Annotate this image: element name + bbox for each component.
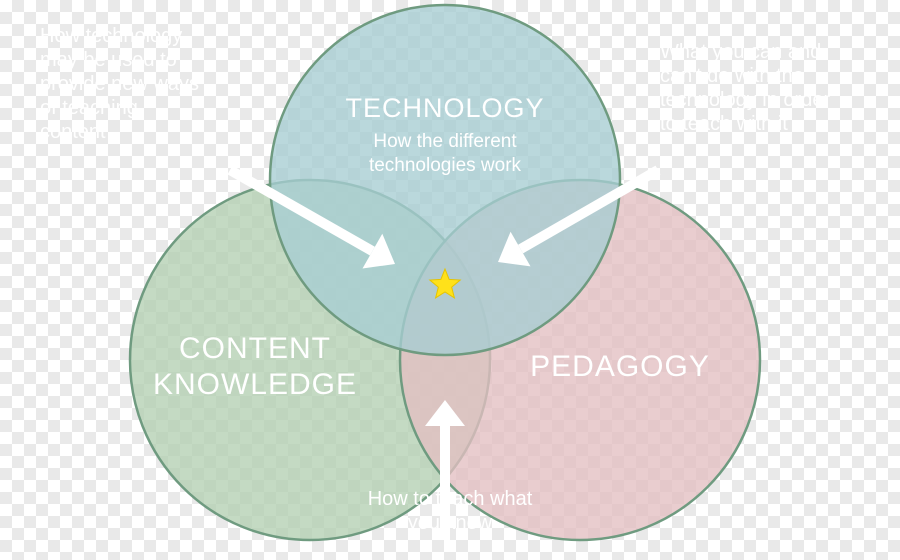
label-pedagogy: PEDAGOGY <box>530 350 710 383</box>
callout-top-left: provide new ways <box>40 73 199 95</box>
callout-top-right: technology in order <box>660 89 830 111</box>
callout-top-right: to teach with it <box>660 113 788 135</box>
label-technology: TECHNOLOGY <box>345 93 544 123</box>
venn-diagram: TECHNOLOGY How the different technologies … <box>0 0 900 560</box>
callout-top-left: may be used to <box>40 49 177 71</box>
callout-top-left: of teaching <box>40 97 138 119</box>
callout-top-right: can't do with the <box>660 65 804 87</box>
callout-bottom: you know <box>408 512 493 534</box>
venn-svg: TECHNOLOGY How the different technologies … <box>0 0 900 560</box>
callout-top-right: What you can and <box>660 41 821 63</box>
callout-top-left: How technology <box>40 25 182 47</box>
label-content: CONTENT <box>179 332 331 365</box>
label-technology-sub: technologies work <box>369 155 522 176</box>
label-technology-sub: How the different <box>373 131 517 152</box>
callout-bottom: How to teach what <box>368 488 533 510</box>
label-content: KNOWLEDGE <box>153 368 357 401</box>
callout-top-left: content <box>40 121 106 143</box>
venn-circle-technology <box>270 5 620 355</box>
